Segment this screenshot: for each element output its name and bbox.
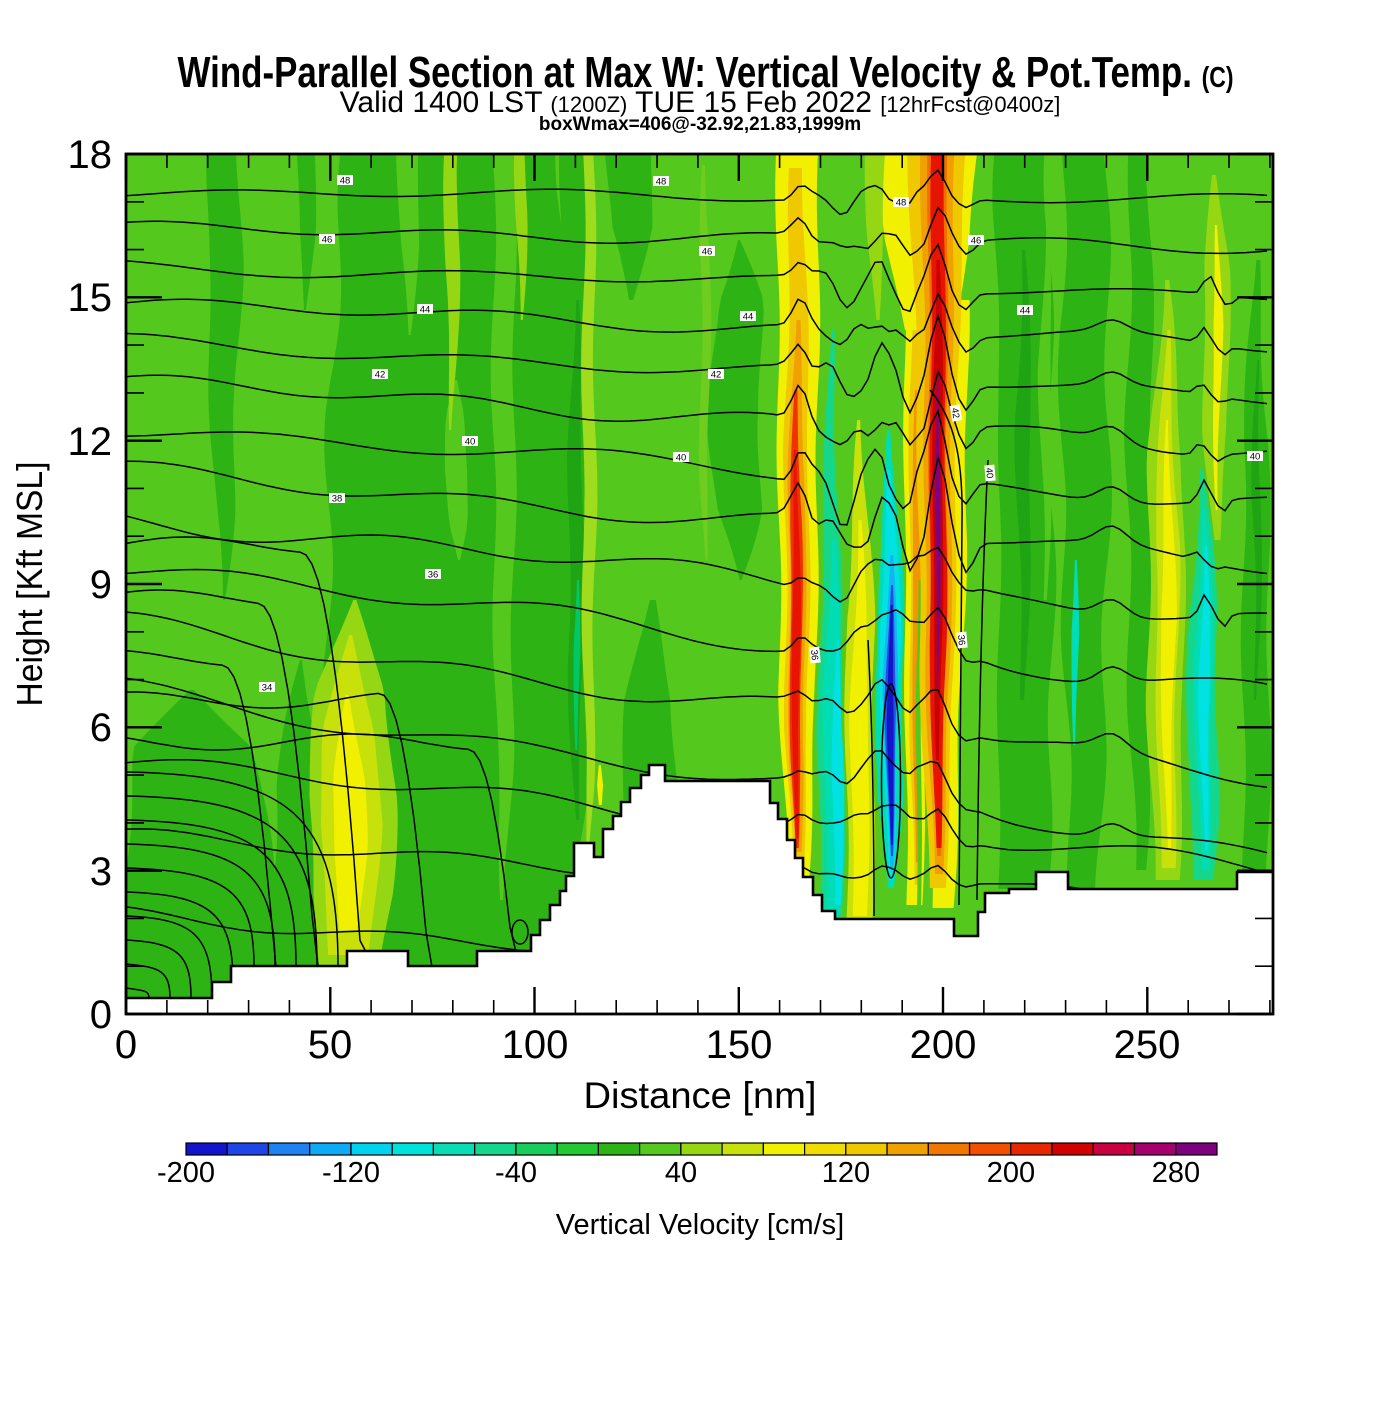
svg-text:40: 40 bbox=[665, 1157, 697, 1189]
svg-text:40: 40 bbox=[1250, 452, 1261, 463]
svg-text:36: 36 bbox=[955, 634, 967, 645]
svg-text:Height [Kft MSL]: Height [Kft MSL] bbox=[9, 462, 50, 707]
svg-text:12: 12 bbox=[68, 420, 113, 464]
svg-text:36: 36 bbox=[428, 570, 439, 581]
svg-text:36: 36 bbox=[808, 649, 820, 660]
svg-text:15: 15 bbox=[68, 276, 113, 320]
svg-text:-40: -40 bbox=[495, 1157, 537, 1189]
svg-text:48: 48 bbox=[340, 176, 351, 187]
svg-text:38: 38 bbox=[332, 494, 343, 505]
svg-text:46: 46 bbox=[322, 235, 333, 246]
svg-text:44: 44 bbox=[743, 312, 754, 323]
svg-text:0: 0 bbox=[90, 993, 112, 1037]
svg-text:46: 46 bbox=[971, 236, 982, 247]
svg-text:6: 6 bbox=[90, 706, 112, 750]
svg-text:200: 200 bbox=[910, 1023, 977, 1067]
svg-text:50: 50 bbox=[308, 1023, 353, 1067]
svg-text:120: 120 bbox=[822, 1157, 870, 1189]
svg-text:3: 3 bbox=[90, 850, 112, 894]
svg-text:boxWmax=406@-32.92,21.83,1999m: boxWmax=406@-32.92,21.83,1999m bbox=[539, 114, 861, 135]
svg-text:-200: -200 bbox=[157, 1157, 215, 1189]
svg-text:Wind-Parallel Section at Max W: Wind-Parallel Section at Max W: Vertical… bbox=[178, 48, 1234, 97]
svg-text:-120: -120 bbox=[322, 1157, 380, 1189]
svg-text:34: 34 bbox=[262, 683, 273, 694]
svg-text:200: 200 bbox=[987, 1157, 1035, 1189]
svg-text:100: 100 bbox=[502, 1023, 569, 1067]
svg-text:Distance [nm]: Distance [nm] bbox=[584, 1075, 817, 1116]
svg-text:40: 40 bbox=[465, 437, 476, 448]
svg-text:18: 18 bbox=[68, 133, 113, 177]
svg-text:44: 44 bbox=[1020, 306, 1031, 317]
svg-text:Vertical Velocity [cm/s]: Vertical Velocity [cm/s] bbox=[556, 1209, 845, 1241]
svg-text:0: 0 bbox=[115, 1023, 137, 1067]
svg-text:250: 250 bbox=[1114, 1023, 1181, 1067]
svg-text:40: 40 bbox=[983, 467, 995, 478]
svg-text:42: 42 bbox=[375, 370, 386, 381]
svg-text:40: 40 bbox=[676, 453, 687, 464]
svg-text:48: 48 bbox=[896, 198, 907, 209]
svg-text:42: 42 bbox=[711, 370, 722, 381]
svg-text:Valid 1400 LST (1200Z) TUE 15: Valid 1400 LST (1200Z) TUE 15 Feb 2022 [… bbox=[340, 86, 1061, 119]
svg-text:42: 42 bbox=[949, 407, 962, 419]
svg-text:150: 150 bbox=[706, 1023, 773, 1067]
svg-text:48: 48 bbox=[656, 177, 667, 188]
svg-text:46: 46 bbox=[702, 247, 713, 258]
svg-text:9: 9 bbox=[90, 563, 112, 607]
svg-text:280: 280 bbox=[1152, 1157, 1200, 1189]
svg-text:44: 44 bbox=[420, 305, 431, 316]
